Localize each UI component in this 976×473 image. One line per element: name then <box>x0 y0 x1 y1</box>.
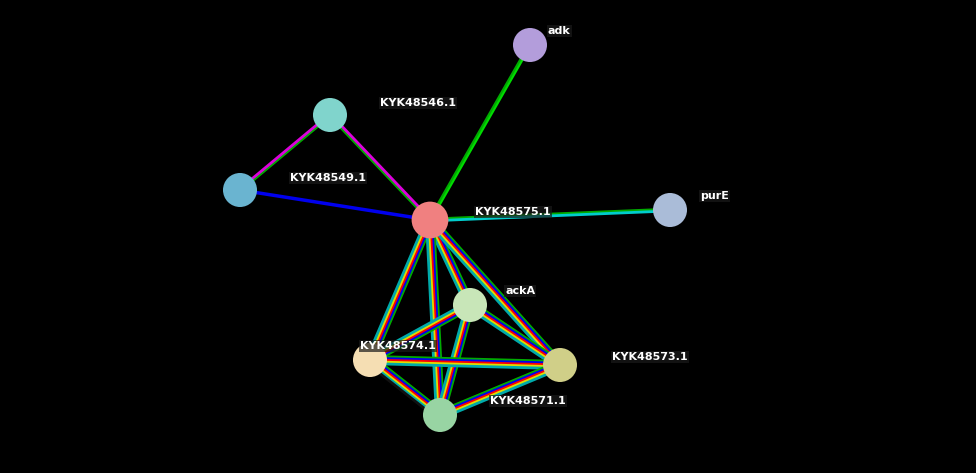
Text: KYK48546.1: KYK48546.1 <box>380 98 456 108</box>
Point <box>232 186 248 194</box>
Point <box>322 111 338 119</box>
Text: KYK48574.1: KYK48574.1 <box>360 341 436 351</box>
Text: ackA: ackA <box>505 286 535 296</box>
Point <box>423 216 438 224</box>
Text: KYK48549.1: KYK48549.1 <box>290 173 366 183</box>
Text: KYK48571.1: KYK48571.1 <box>490 396 566 406</box>
Point <box>662 206 677 214</box>
Point <box>552 361 568 369</box>
Text: adk: adk <box>548 26 571 36</box>
Point <box>362 356 378 364</box>
Text: KYK48575.1: KYK48575.1 <box>475 207 550 217</box>
Point <box>522 41 538 49</box>
Text: purE: purE <box>700 191 729 201</box>
Point <box>432 411 448 419</box>
Point <box>463 301 478 309</box>
Text: KYK48573.1: KYK48573.1 <box>612 352 688 362</box>
